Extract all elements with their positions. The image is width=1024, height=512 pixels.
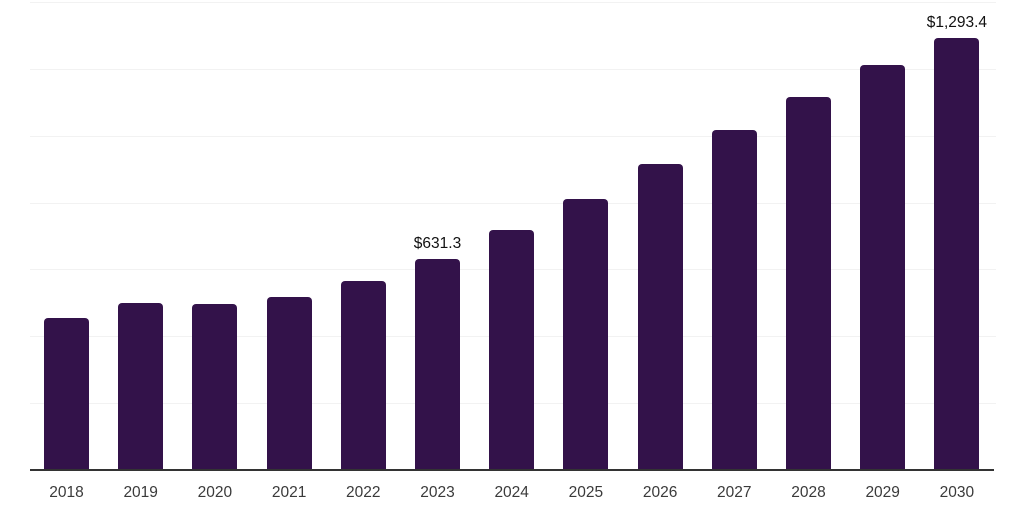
x-tick-label-2020: 2020 [197, 484, 233, 501]
bar-2028 [786, 96, 831, 470]
gridline [30, 135, 996, 137]
bar-2022 [340, 281, 386, 470]
bar-2020 [192, 303, 238, 470]
bar-2029 [860, 64, 906, 470]
x-tick-label-2027: 2027 [717, 484, 752, 501]
x-tick-label-2024: 2024 [494, 484, 529, 501]
bar-2030 [934, 37, 980, 470]
bar-2026 [637, 163, 683, 470]
x-tick-label-2030: 2030 [939, 484, 975, 501]
gridline [30, 202, 996, 204]
bar-2018 [44, 318, 89, 470]
bar-2023 [415, 258, 460, 470]
x-tick-label-2026: 2026 [642, 484, 678, 501]
x-tick-label-2028: 2028 [791, 484, 826, 501]
x-axis-line [30, 469, 994, 471]
gridline [30, 2, 996, 3]
bar-2027 [711, 129, 757, 470]
bar-2021 [266, 297, 312, 470]
x-tick-label-2018: 2018 [49, 484, 84, 501]
gridline [30, 68, 996, 70]
x-tick-label-2019: 2019 [123, 484, 158, 501]
x-tick-label-2029: 2029 [865, 484, 900, 501]
bar-2025 [563, 198, 609, 470]
bar-2024 [489, 229, 535, 470]
bar-2019 [118, 302, 164, 470]
data-label-2030: $1,293.4 [926, 13, 988, 31]
data-label-2023: $631.3 [413, 234, 462, 252]
x-tick-label-2022: 2022 [346, 484, 381, 501]
x-tick-label-2025: 2025 [568, 484, 604, 501]
x-tick-label-2023: 2023 [420, 484, 455, 501]
x-tick-label-2021: 2021 [271, 484, 307, 501]
